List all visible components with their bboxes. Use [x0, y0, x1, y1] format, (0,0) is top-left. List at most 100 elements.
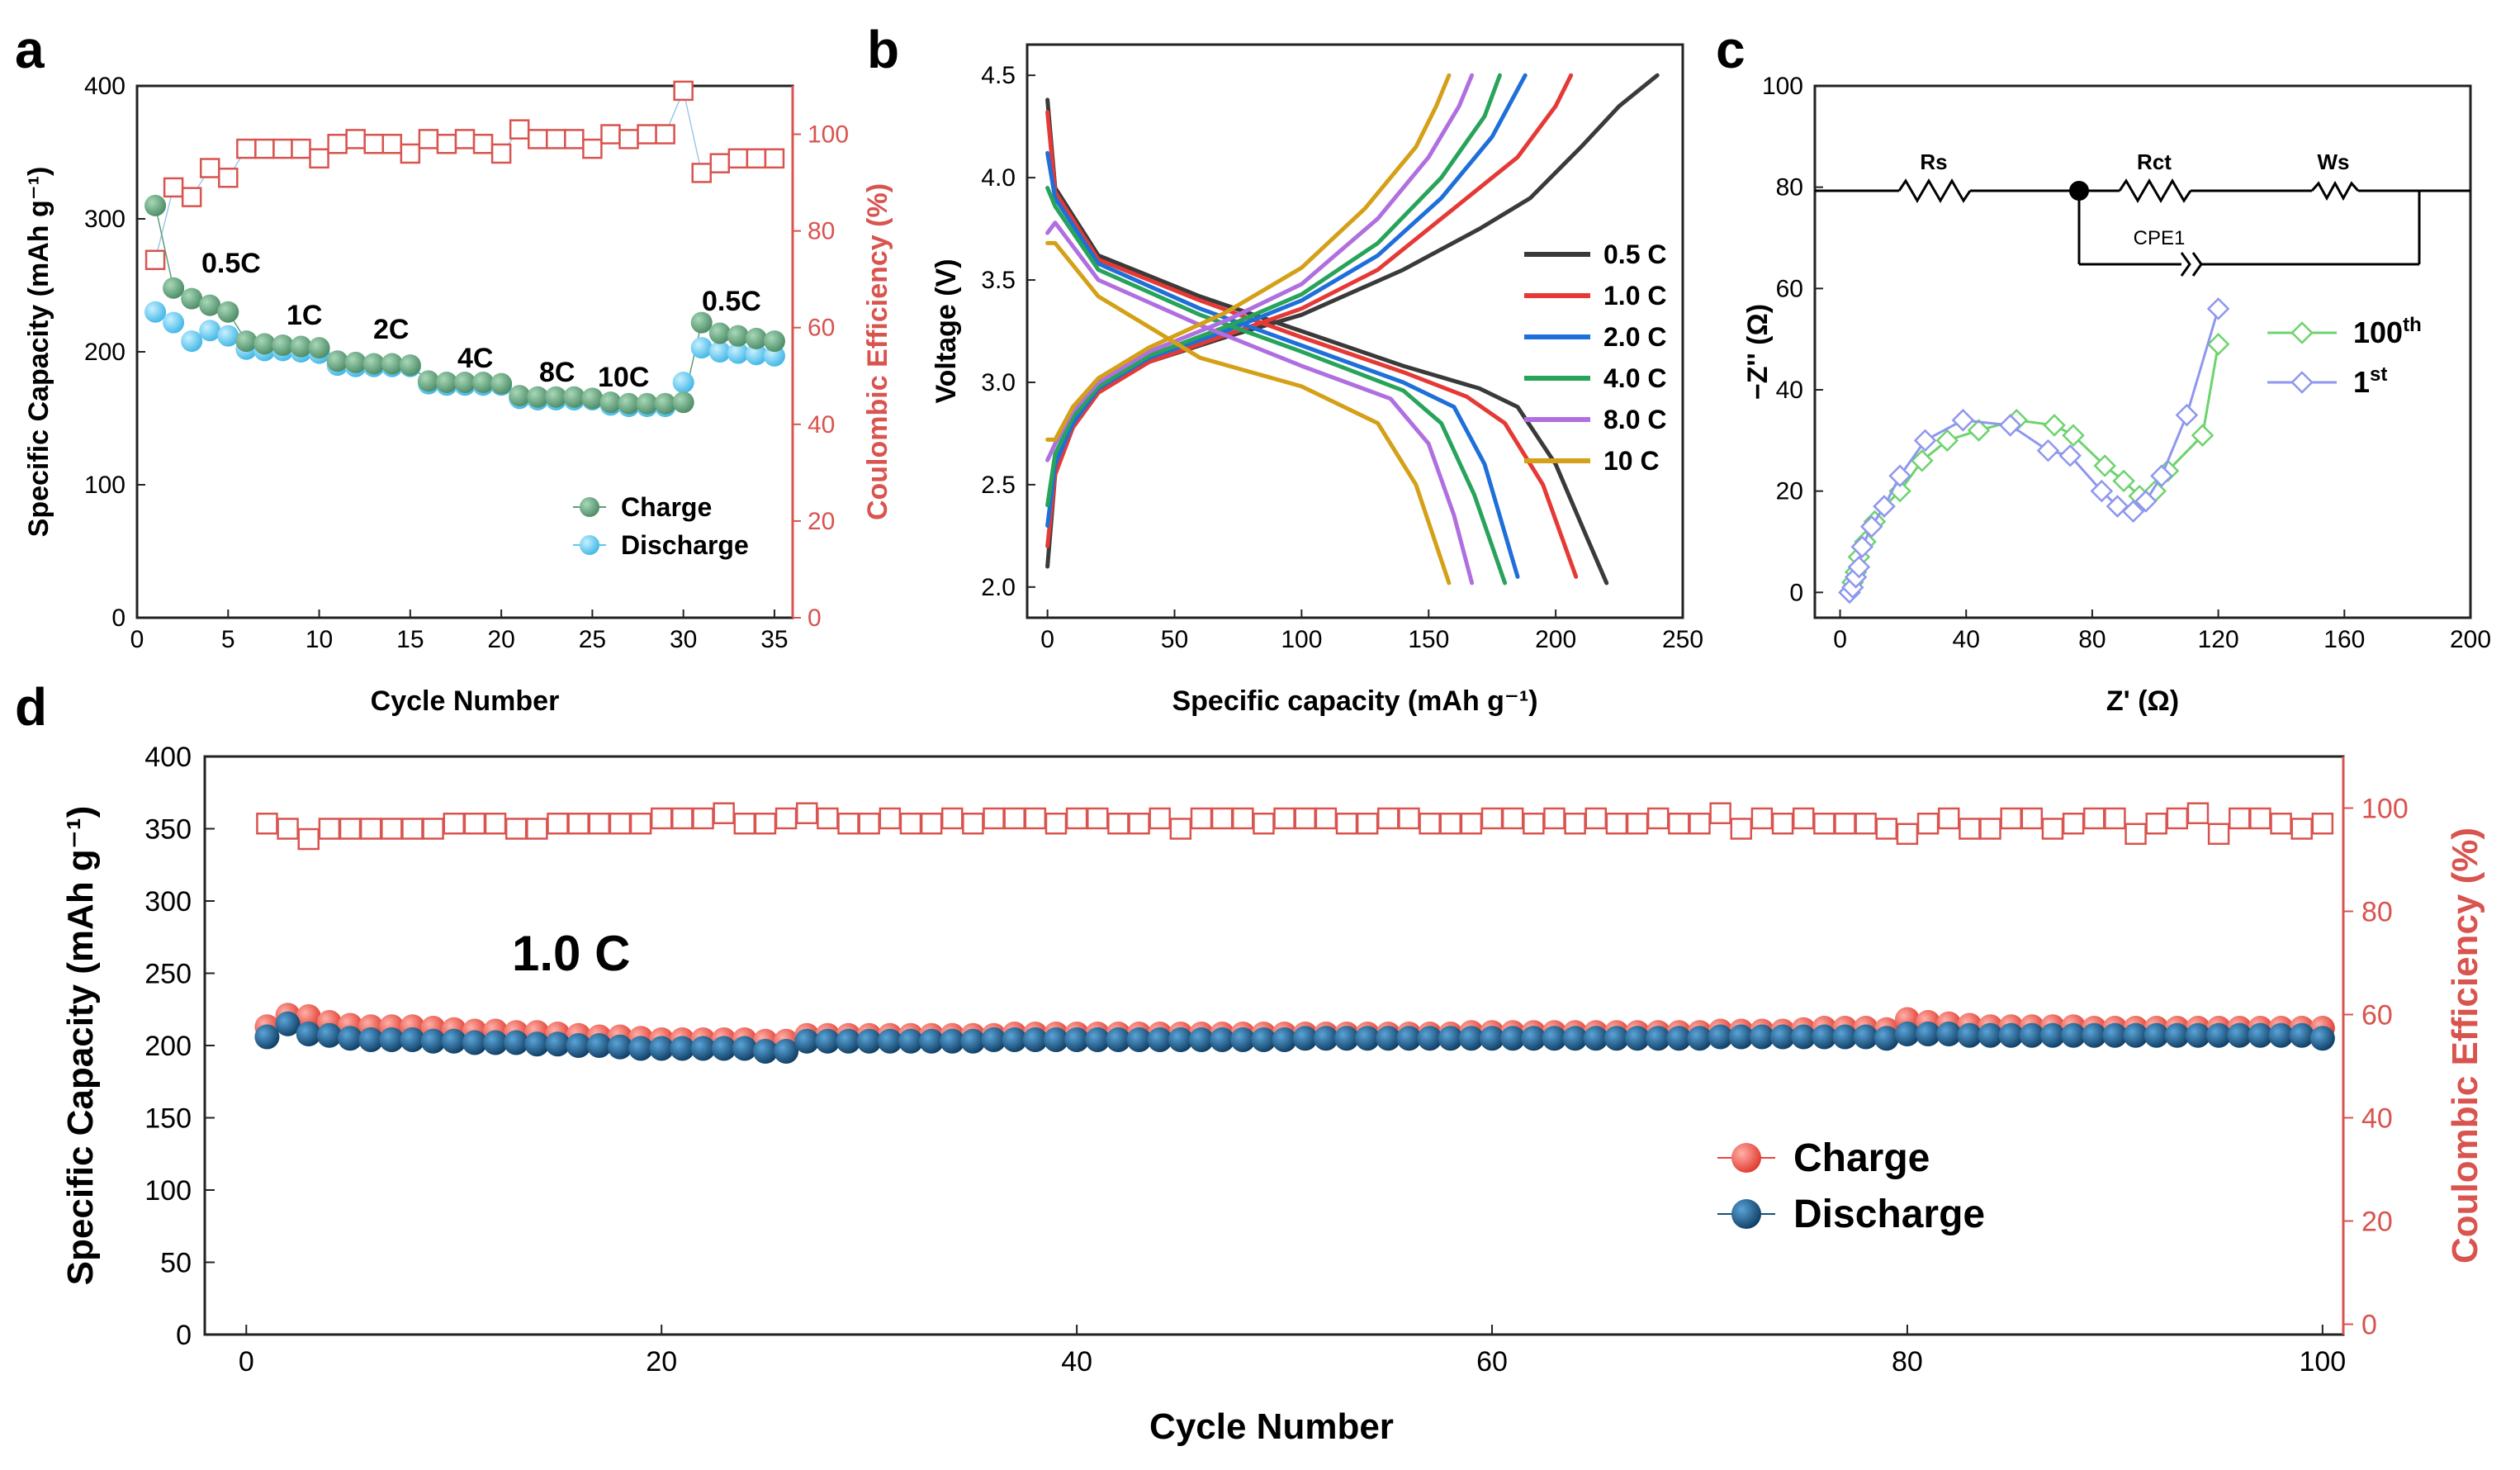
a-ytick-label: 400: [84, 73, 126, 100]
a-xtick-label: 5: [221, 626, 235, 653]
d-ce-point: [650, 807, 673, 830]
panel-d-y2label: Coulombic Efficiency (%): [2445, 827, 2485, 1264]
d-discharge-point: [752, 1039, 778, 1064]
d-ce-point: [940, 807, 964, 830]
d-discharge-point: [545, 1031, 571, 1057]
a-xtick-label: 35: [760, 626, 788, 653]
a-ce-point: [327, 134, 348, 154]
c-point: [2191, 424, 2214, 447]
d-discharge-point: [1438, 1026, 1463, 1051]
a-y2tick-label: 40: [808, 411, 835, 439]
panel-label-c: c: [1716, 20, 1746, 79]
d-ce-point: [2104, 807, 2126, 830]
resistor-Rs: [1897, 178, 1972, 203]
a-charge-point: [654, 392, 676, 415]
panel-a-legend: Charge Discharge: [573, 492, 749, 560]
d-ce-point: [526, 818, 548, 840]
d-ce-point: [858, 813, 880, 835]
d-ce-point: [1646, 807, 1670, 830]
a-ce-point: [527, 129, 548, 149]
a-charge-point: [199, 294, 221, 316]
a-ce-point: [309, 148, 329, 169]
d-ce-point: [1024, 807, 1047, 830]
d-ce-point: [1065, 807, 1088, 830]
d-ce-point: [817, 807, 839, 830]
legend-label-discharge-d: Discharge: [1793, 1193, 1985, 1236]
d-ce-point: [1854, 813, 1877, 835]
panel-a-xlabel: Cycle Number: [371, 685, 560, 717]
a-ce-point: [163, 177, 184, 198]
c-legend-label: 1st: [2353, 363, 2387, 399]
d-discharge-point: [1168, 1027, 1193, 1052]
d-discharge-point: [1998, 1022, 2024, 1048]
c-ytick-label: 80: [1776, 174, 1803, 202]
a-ce-point: [345, 129, 366, 149]
d-discharge-point: [1002, 1027, 1027, 1052]
a-discharge-point: [727, 342, 749, 364]
d-y2tick-label: 60: [2361, 1000, 2393, 1031]
a-ce-point: [236, 138, 257, 159]
d-discharge-point: [2185, 1022, 2210, 1048]
d-discharge-point: [254, 1024, 280, 1050]
d-ce-point: [692, 807, 714, 830]
c-point: [1850, 535, 1874, 558]
d-ytick-label: 50: [160, 1248, 192, 1279]
d-ce-point: [1709, 802, 1731, 824]
panel-a-rate-capability: 0 5 10 15 20 25 30 350100200300400020406080100 …: [23, 73, 893, 717]
d-ce-point: [2311, 813, 2334, 835]
a-ce-point: [764, 148, 785, 169]
d-discharge-point: [1064, 1027, 1090, 1052]
a-ce-point: [363, 134, 384, 154]
d-ce-point: [1003, 807, 1026, 830]
d-discharge-point: [1832, 1024, 1858, 1050]
d-ce-point: [1149, 807, 1171, 830]
b-legend-label: 2.0 C: [1603, 322, 1666, 352]
b-xtick-label: 250: [1662, 626, 1703, 653]
panel-a-rate-10C: 10C: [598, 362, 649, 393]
d-ytick-label: 0: [176, 1320, 192, 1351]
d-discharge-point: [1106, 1027, 1131, 1052]
c-point: [2112, 469, 2135, 493]
a-charge-point: [727, 325, 749, 347]
a-ce-point: [418, 129, 439, 149]
d-ce-point: [2186, 802, 2210, 824]
d-ce-point: [1107, 813, 1130, 835]
c-point: [2043, 414, 2066, 437]
a-charge-point: [253, 333, 276, 355]
d-discharge-point: [1687, 1026, 1712, 1051]
d-discharge-point: [732, 1036, 757, 1061]
a-ce-point: [381, 134, 403, 154]
b-xtick-label: 100: [1281, 626, 1322, 653]
d-discharge-point: [2248, 1022, 2273, 1048]
d-y2tick-label: 100: [2361, 794, 2409, 825]
a-ytick-label: 0: [111, 605, 126, 632]
d-discharge-point: [1188, 1027, 1214, 1052]
d-ce-point: [1128, 813, 1150, 835]
b-legend-label: 10 C: [1603, 446, 1660, 476]
d-ce-point: [1356, 813, 1379, 835]
b-discharge-curve: [1045, 150, 1520, 579]
d-discharge-point: [1334, 1026, 1360, 1051]
panel-c-eis-nyquist: Rs Rct Ws CPE1 0 40 80 120 160 200 0 20 40 60 80 10…: [1742, 73, 2491, 717]
d-discharge-point: [1355, 1026, 1381, 1051]
b-discharge-curve: [1045, 110, 1579, 579]
b-ytick-label: 3.5: [981, 267, 1016, 294]
d-ce-point: [899, 813, 922, 835]
d-ce-point: [2249, 807, 2271, 830]
d-discharge-point: [794, 1028, 820, 1054]
d-ce-point: [422, 818, 444, 840]
cpe-plate-2: [2191, 252, 2203, 277]
a-charge-point: [636, 392, 658, 415]
d-discharge-point: [1480, 1026, 1505, 1051]
d-discharge-point: [420, 1028, 446, 1054]
d-discharge-point: [1272, 1027, 1297, 1052]
d-discharge-point: [1646, 1026, 1671, 1051]
a-ce-point: [709, 153, 731, 173]
panel-c-xlabel: Z' (Ω): [2106, 685, 2179, 717]
legend-marker-discharge: [580, 535, 599, 555]
d-ce-point: [795, 802, 818, 824]
panel-a-y2label: Coulombic Efficiency (%): [862, 183, 893, 520]
d-discharge-point: [2039, 1022, 2065, 1048]
a-ce-point: [144, 249, 166, 271]
